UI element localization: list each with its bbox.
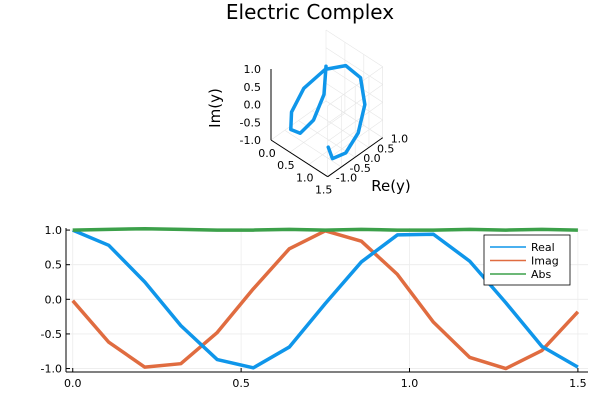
y-tick-label: 0.5 (377, 142, 395, 155)
grid-line (327, 101, 383, 142)
y-tick-label: -0.5 (349, 162, 370, 175)
3d-plot: 0.00.51.01.5-1.0-0.50.00.51.0-1.0-0.50.0… (206, 29, 411, 197)
y-tick-label: 0.0 (363, 152, 381, 165)
series-line-real (72, 228, 579, 370)
y-tick-label: -0.5 (41, 328, 62, 341)
x-tick-label: 0.5 (232, 377, 250, 390)
legend-label: Real (531, 241, 555, 254)
y-tick-label: 0.0 (45, 293, 63, 306)
grid-line (325, 100, 383, 138)
x-tick-label: 1.5 (315, 184, 333, 197)
y-axis-label: Re(y) (371, 177, 411, 195)
grid-line (325, 29, 383, 67)
series-line-abs (72, 226, 578, 232)
y-tick-label: -1.0 (336, 172, 357, 185)
grid-line (325, 82, 383, 121)
y-tick-label: 1.0 (391, 133, 409, 146)
series-3d-line (289, 63, 367, 161)
y-tick-label: -1.0 (41, 363, 62, 376)
x-tick-label: 1.0 (401, 377, 419, 390)
legend-label: Imag (531, 255, 559, 268)
x-tick-label: 1.0 (296, 171, 314, 184)
grid-line (325, 47, 383, 85)
chart-title: Electric Complex (226, 0, 394, 24)
grid-line (327, 66, 383, 106)
z-tick-label: 0.0 (244, 99, 262, 112)
z-tick-label: 0.5 (244, 81, 262, 94)
grid-line (325, 65, 383, 103)
legend-label: Abs (531, 268, 552, 281)
x-tick-label: 0.0 (64, 377, 82, 390)
grid-line (284, 129, 342, 168)
y-tick-label: 0.5 (45, 259, 63, 272)
x-axis-line (270, 139, 328, 178)
x-tick-label: 0.5 (277, 159, 295, 172)
y-axis-line (327, 137, 383, 178)
grid-line (312, 110, 370, 148)
grid-line (327, 84, 383, 124)
z-axis-label: Im(y) (206, 88, 224, 128)
z-tick-label: -1.0 (240, 134, 261, 147)
x-tick-label: 0.0 (258, 147, 276, 160)
x-tick-label: 1.5 (569, 377, 587, 390)
y-tick-label: 1.0 (45, 224, 63, 237)
z-tick-label: -0.5 (240, 116, 261, 129)
z-tick-label: 1.0 (244, 63, 262, 76)
